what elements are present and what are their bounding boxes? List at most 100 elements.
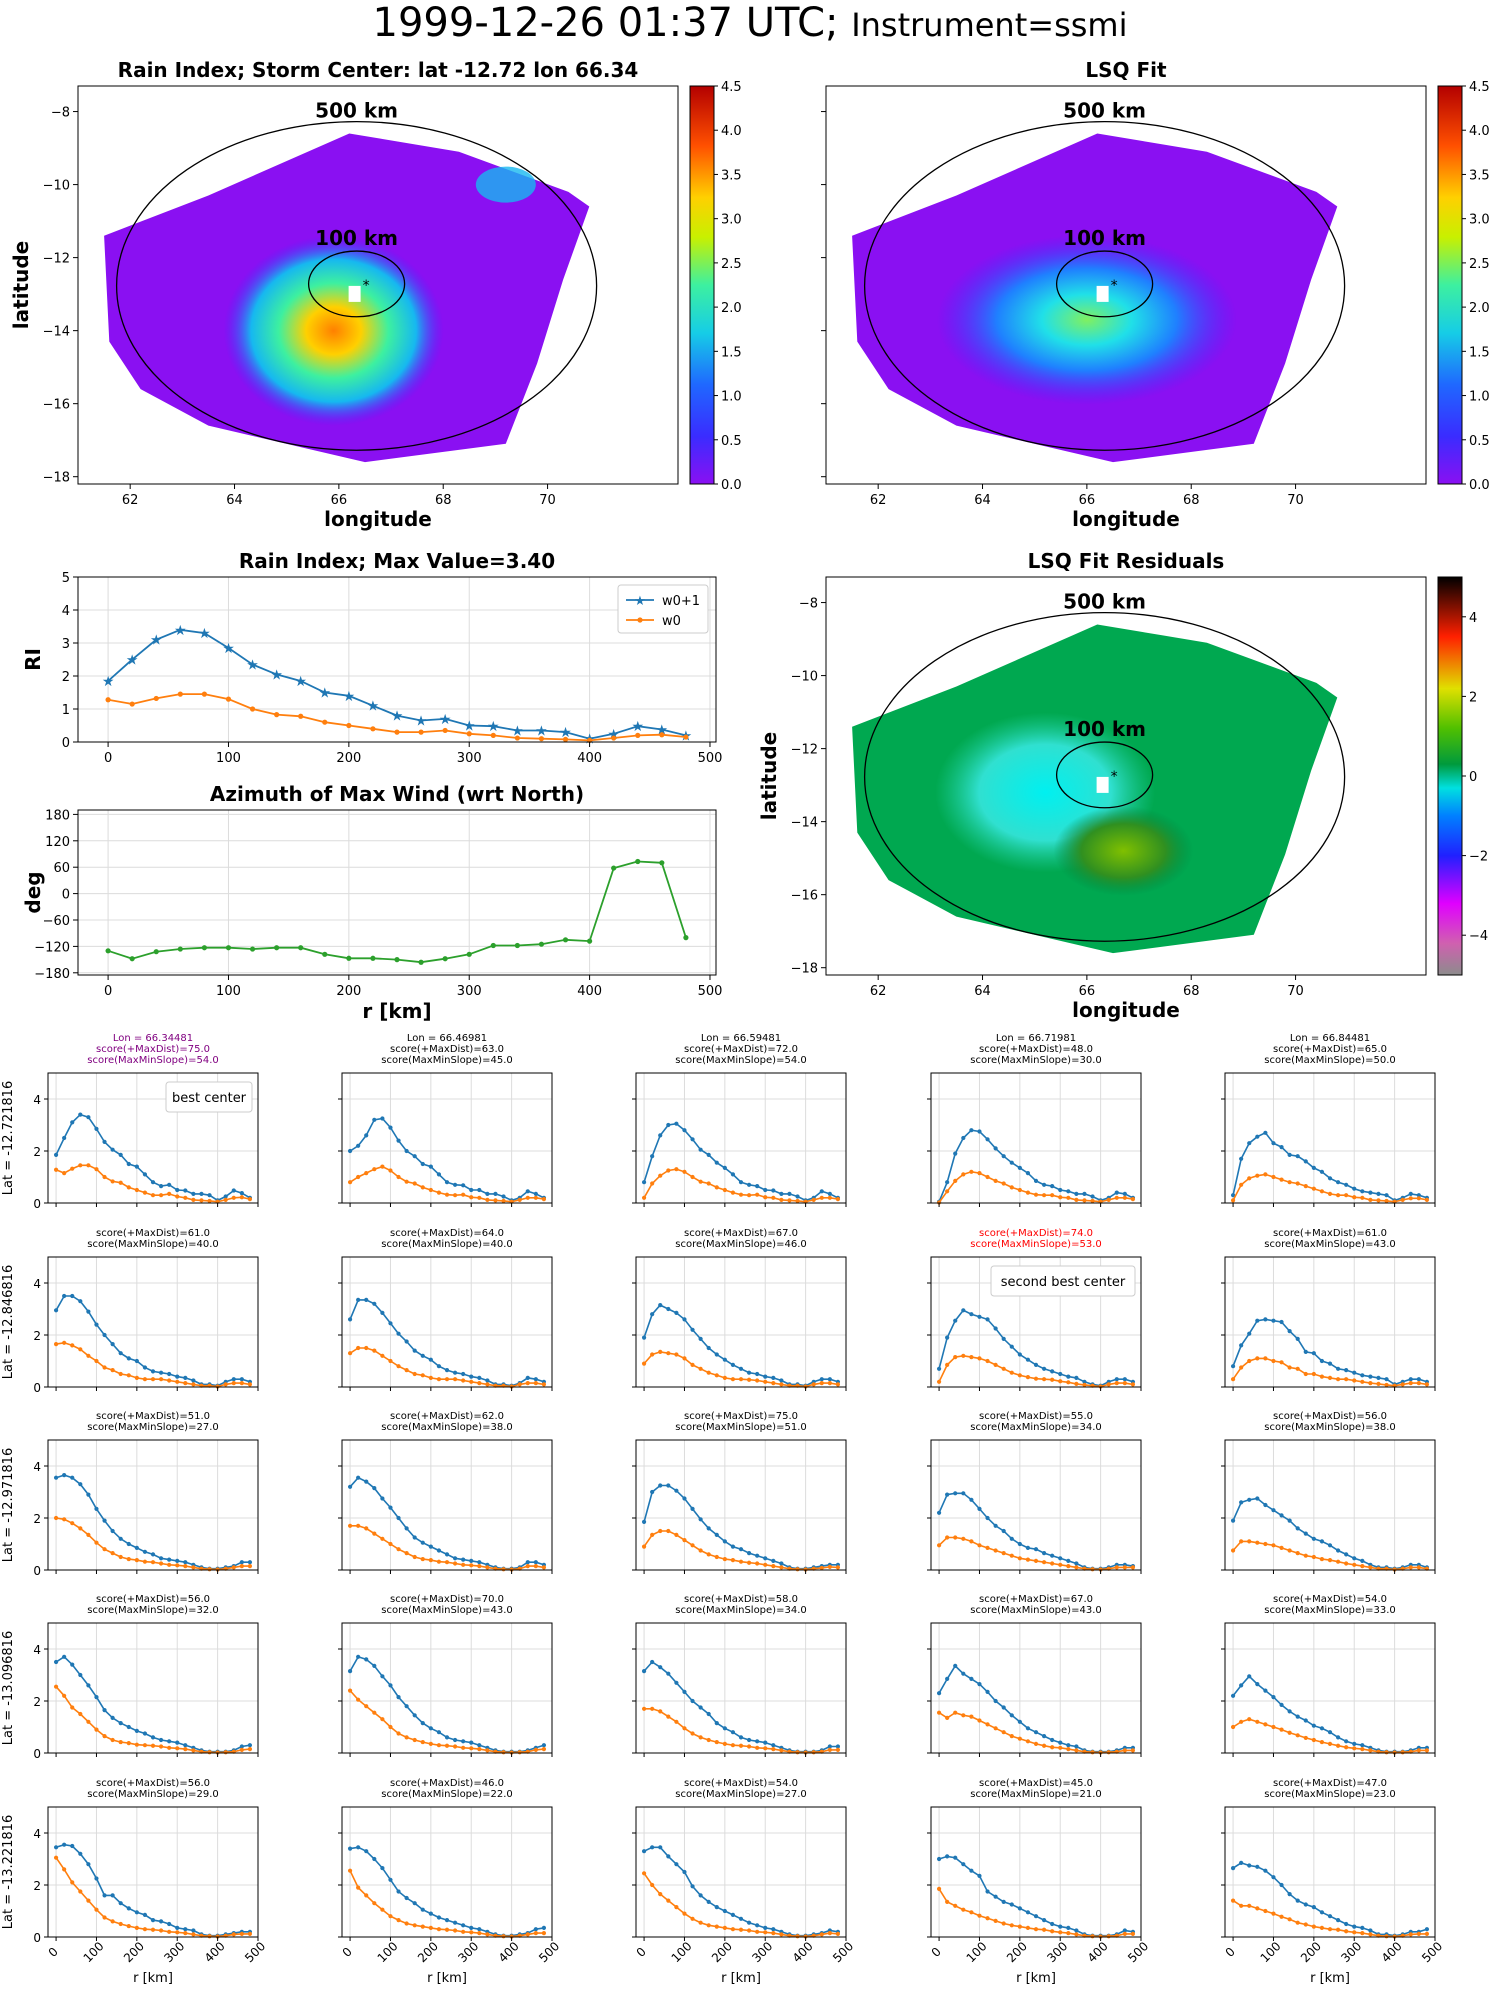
grid-cell-point: [1058, 1740, 1063, 1745]
grid-cell-point: [706, 1345, 711, 1351]
grid-cell: 0 2 4 Lat = -13.096816 score(+MaxDist)=56.0s…: [1, 1594, 259, 1761]
grid-cell-point: [738, 1192, 744, 1197]
grid-cell-point: [698, 1517, 703, 1522]
grid-cell-point: [78, 1526, 83, 1531]
grid-cell-point: [533, 1931, 538, 1936]
grid-cell-frame: [47, 1072, 259, 1204]
grid-cell-point: [142, 1172, 148, 1177]
rain-map-cbar-label: 4.0: [721, 124, 742, 139]
grid-cell-frame: [47, 1439, 259, 1571]
grid-cell-point: [771, 1195, 776, 1200]
grid-cell-title-lon: Lon = 66.46981: [407, 1033, 487, 1044]
lsq-map-xtick-label: 66: [1079, 493, 1096, 508]
grid-cell-point: [993, 1523, 998, 1528]
grid-cell-point: [650, 1659, 655, 1665]
lsq-map-cbar-label: 3.0: [1469, 213, 1490, 228]
rain-profile-point: [611, 735, 617, 741]
residual-map-ytick-label: −14: [791, 816, 818, 831]
grid-cell-point: [1295, 1526, 1300, 1531]
grid-cell-point: [1239, 1365, 1244, 1370]
grid-cell: score(+MaxDist)=62.0score(MaxMinSlope)=3…: [338, 1411, 553, 1574]
grid-cell-point: [650, 1312, 655, 1317]
grid-cell-point: [158, 1737, 164, 1743]
grid-cell-point: [1009, 1713, 1014, 1718]
grid-cell-point: [698, 1705, 703, 1710]
grid-cell-point: [477, 1375, 482, 1380]
grid-cell-point: [1041, 1734, 1047, 1739]
grid-cell-point: [779, 1378, 784, 1383]
grid-cell-point: [936, 1710, 942, 1715]
grid-cell-point: [175, 1563, 180, 1568]
grid-cell-point: [380, 1310, 385, 1315]
grid-cell-xtick-label: 400: [202, 1939, 228, 1965]
grid-cell-title-score1: score(+MaxDist)=48.0: [979, 1044, 1093, 1055]
grid-cell-point: [1074, 1191, 1079, 1196]
grid-cell-point: [461, 1183, 466, 1188]
grid-cell-line-blue: [1232, 1862, 1428, 1937]
rain-profile-legend-label: w0: [662, 614, 681, 629]
grid-cell-xtick-label: 100: [375, 1939, 401, 1965]
grid-cell-point: [1247, 1331, 1252, 1336]
grid-cell-point: [1050, 1921, 1055, 1927]
grid-cell-point: [86, 1683, 91, 1688]
grid-cell-point: [1424, 1927, 1430, 1932]
rain-map-field: *: [104, 120, 598, 463]
grid-cell-line-blue: [643, 1484, 838, 1570]
grid-cell-point: [1271, 1318, 1276, 1323]
grid-cell-point: [738, 1377, 744, 1382]
grid-cell-point: [1303, 1735, 1308, 1741]
grid-cell: score(+MaxDist)=55.0score(MaxMinSlope)=3…: [927, 1411, 1142, 1574]
grid-cell-point: [1082, 1191, 1087, 1196]
grid-cell-point: [1352, 1370, 1357, 1375]
grid-cell-point: [1025, 1925, 1031, 1930]
grid-cell-point: [1239, 1182, 1244, 1187]
grid-cell-point: [412, 1371, 417, 1377]
grid-cell-point: [364, 1893, 369, 1898]
grid-cell-point: [1400, 1197, 1405, 1202]
grid-cell-point: [436, 1743, 442, 1748]
grid-cell-point: [811, 1197, 816, 1202]
grid-cell-point: [1239, 1500, 1244, 1505]
rain-profile-point-star: ★: [270, 667, 283, 683]
rain-profile-point: [322, 719, 328, 725]
grid-cell-point: [1360, 1379, 1365, 1384]
grid-cell-point: [404, 1368, 409, 1373]
grid-cell-point: [78, 1482, 83, 1487]
grid-cell-point: [714, 1532, 719, 1537]
grid-cell-point: [690, 1698, 695, 1704]
grid-cell-title-score1: score(+MaxDist)=55.0: [979, 1411, 1093, 1422]
grid-cell-point: [215, 1567, 220, 1572]
grid-cell-point: [142, 1559, 148, 1564]
grid-cell-point: [356, 1654, 361, 1659]
grid-cell-point: [364, 1171, 369, 1176]
grid-cell-point: [1017, 1373, 1022, 1378]
grid-cell-frame: [341, 1439, 553, 1571]
grid-cell-point: [969, 1497, 974, 1502]
rain-map-cbar-label: 0.0: [721, 478, 742, 493]
grid-cell-point: [86, 1719, 91, 1724]
grid-cell-point: [380, 1164, 385, 1169]
grid-cell-title-lon: Lon = 66.34481: [113, 1033, 193, 1044]
grid-cell-point: [771, 1381, 776, 1386]
grid-cell-point: [977, 1171, 982, 1176]
grid-cell-point: [1368, 1197, 1373, 1202]
grid-cell-point: [525, 1381, 530, 1386]
grid-cell-point: [485, 1748, 490, 1753]
grid-cell-point: [525, 1195, 530, 1200]
grid-cell-point: [977, 1314, 982, 1319]
azimuth-profile-xtick-label: 0: [104, 984, 112, 999]
grid-cell-point: [1041, 1366, 1047, 1371]
grid-cell-title-score2: score(MaxMinSlope)=53.0: [970, 1239, 1101, 1250]
grid-cell-point: [420, 1373, 425, 1378]
grid-cell-point: [477, 1560, 482, 1565]
grid-cell-point: [452, 1744, 458, 1749]
grid-cell-point: [150, 1735, 156, 1740]
grid-cell-point: [1335, 1559, 1341, 1564]
rain-profile-point: [346, 722, 352, 729]
grid-cell-point: [650, 1352, 655, 1357]
grid-cell-point: [803, 1567, 808, 1572]
grid-cell-point: [722, 1925, 727, 1930]
grid-cell-point: [698, 1147, 703, 1152]
grid-cell-point: [356, 1174, 361, 1180]
grid-cell-point: [1344, 1182, 1349, 1187]
